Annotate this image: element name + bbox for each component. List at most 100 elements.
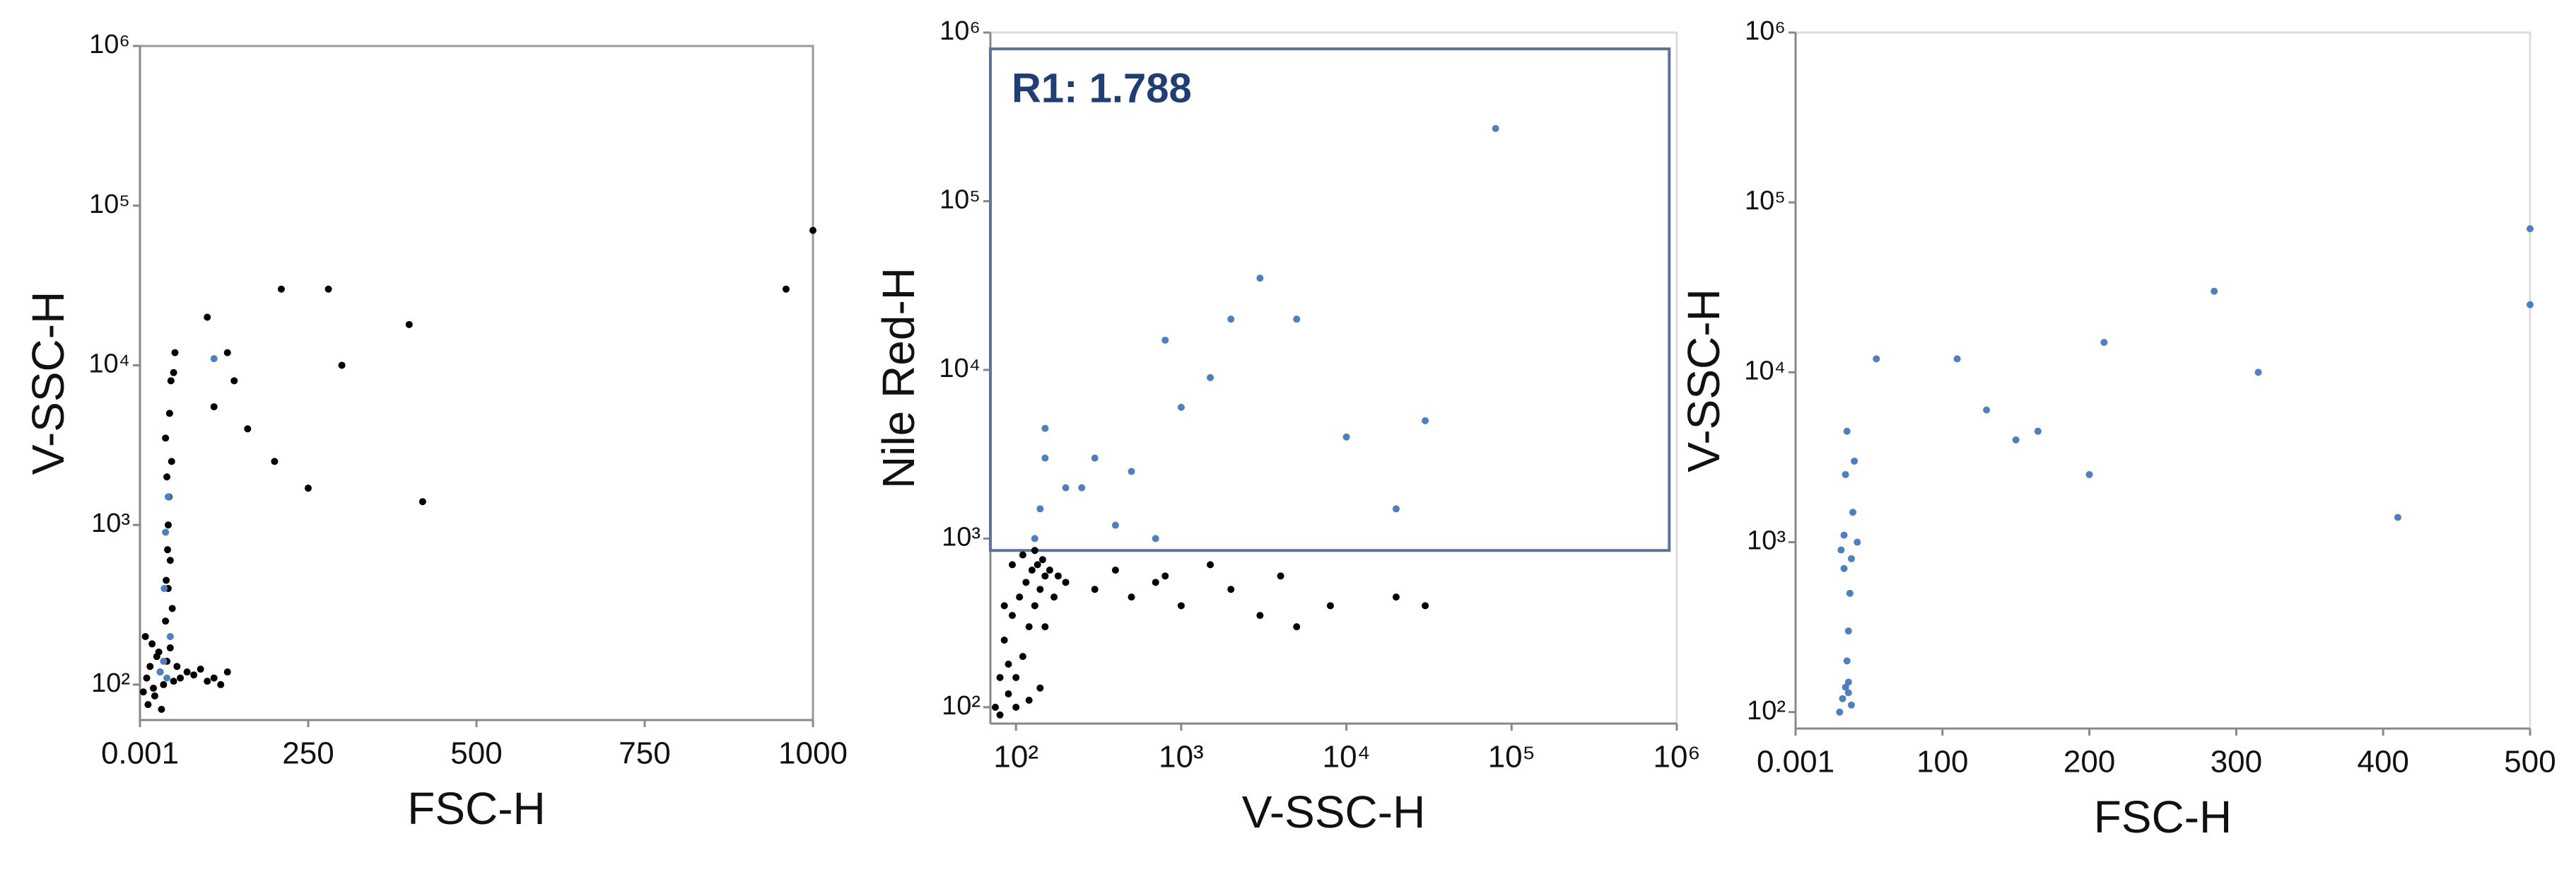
x-tick-label: 200 xyxy=(2063,745,2115,779)
y-tick-label: 10⁴ xyxy=(88,349,130,378)
event-point xyxy=(210,674,218,682)
x-tick-label: 100 xyxy=(1916,745,1968,779)
event-point xyxy=(1031,602,1038,610)
x-tick-label: 500 xyxy=(2504,745,2555,779)
event-point xyxy=(210,403,218,411)
event-point xyxy=(1041,572,1049,580)
event-point xyxy=(2034,427,2042,435)
event-point xyxy=(190,671,198,679)
event-point xyxy=(1161,572,1169,580)
event-point xyxy=(1847,701,1855,709)
event-point xyxy=(148,640,156,648)
event-point xyxy=(197,666,204,673)
event-point xyxy=(1844,689,1852,697)
event-point xyxy=(2211,287,2218,295)
event-point xyxy=(405,320,413,328)
x-tick-label: 300 xyxy=(2211,745,2262,779)
event-point xyxy=(223,349,231,356)
event-point xyxy=(1038,556,1046,564)
y-tick-label: 10⁵ xyxy=(89,190,130,219)
event-point xyxy=(1005,661,1012,668)
event-point xyxy=(166,557,174,564)
event-point xyxy=(1091,454,1099,462)
event-point xyxy=(1012,673,1020,681)
event-point xyxy=(1036,586,1044,593)
event-point xyxy=(1062,484,1070,492)
event-point xyxy=(1028,567,1036,574)
plot-frame xyxy=(1794,31,2531,730)
event-point xyxy=(1000,636,1008,644)
event-point xyxy=(1207,373,1214,381)
event-point xyxy=(1422,602,1429,610)
x-tick-label: 0.001 xyxy=(1757,745,1834,779)
event-point xyxy=(1953,355,1961,363)
event-point xyxy=(1054,572,1062,580)
event-point xyxy=(168,605,176,613)
y-tick-label: 10⁶ xyxy=(89,30,130,59)
event-point xyxy=(324,285,332,293)
x-axis-label: FSC-H xyxy=(2094,791,2232,842)
event-point xyxy=(809,226,816,234)
event-point xyxy=(167,377,175,385)
event-point xyxy=(1031,547,1038,555)
y-tick-label: 10⁴ xyxy=(1744,356,1786,385)
event-point xyxy=(1392,593,1400,601)
plot-frame xyxy=(139,45,814,721)
event-point xyxy=(2085,470,2093,478)
event-point xyxy=(1983,406,1991,414)
event-point xyxy=(1128,593,1135,601)
event-point xyxy=(162,528,170,536)
event-point xyxy=(1227,586,1235,593)
event-point xyxy=(210,355,218,363)
event-point xyxy=(1873,355,1880,363)
y-tick-label: 10³ xyxy=(91,509,130,538)
event-point xyxy=(1041,623,1049,631)
event-point xyxy=(164,546,172,554)
event-point xyxy=(1062,579,1070,586)
event-point xyxy=(158,705,165,713)
event-point xyxy=(1207,561,1214,569)
event-point xyxy=(170,678,177,685)
y-axis-label: Nile Red-H xyxy=(873,267,924,489)
event-point xyxy=(223,668,231,676)
event-point xyxy=(1492,124,1499,132)
y-tick-label: 10² xyxy=(942,691,980,721)
x-tick-label: 10³ xyxy=(1159,740,1204,775)
event-point xyxy=(1854,538,1861,546)
event-point xyxy=(1256,274,1264,282)
event-point xyxy=(165,410,173,417)
event-point xyxy=(162,617,170,625)
event-point xyxy=(1843,657,1851,665)
event-point xyxy=(1031,535,1038,543)
event-point xyxy=(150,684,158,692)
event-point xyxy=(139,688,147,696)
event-point xyxy=(1022,579,1030,586)
event-point xyxy=(173,663,181,671)
event-point xyxy=(170,369,177,376)
event-point xyxy=(2527,301,2534,308)
event-point xyxy=(1041,454,1049,462)
event-point xyxy=(1277,572,1284,580)
event-point xyxy=(1256,612,1264,620)
event-point xyxy=(338,361,346,369)
x-tick-label: 10⁵ xyxy=(1488,740,1535,775)
event-point xyxy=(1019,551,1026,559)
event-point xyxy=(163,473,171,481)
event-point xyxy=(996,673,1004,681)
event-point xyxy=(1005,690,1012,698)
event-point xyxy=(2394,514,2401,521)
event-point xyxy=(2100,339,2108,347)
x-tick-label: 1000 xyxy=(778,736,848,771)
event-point xyxy=(418,498,426,506)
event-point xyxy=(164,521,172,529)
event-point xyxy=(2012,436,2020,443)
event-point xyxy=(2254,369,2262,376)
y-tick-label: 10⁴ xyxy=(939,354,980,383)
event-point xyxy=(1111,521,1119,529)
event-point xyxy=(164,493,172,501)
x-tick-label: 250 xyxy=(282,736,334,771)
y-tick-label: 10⁶ xyxy=(939,16,980,46)
event-point xyxy=(1008,612,1016,620)
event-point xyxy=(160,585,168,593)
x-tick-label: 400 xyxy=(2357,745,2408,779)
